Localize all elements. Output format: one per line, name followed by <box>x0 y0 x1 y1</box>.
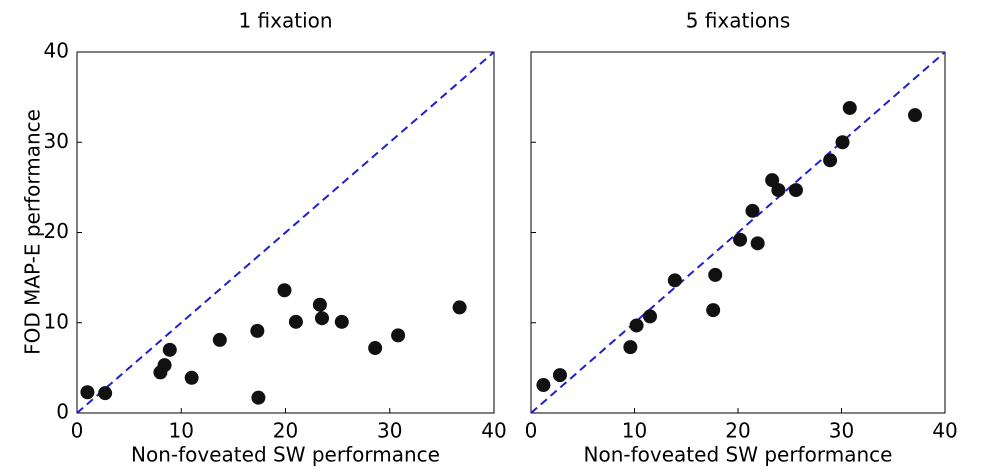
point <box>842 100 857 115</box>
point <box>288 314 303 329</box>
identity-line <box>76 51 495 414</box>
point <box>98 386 113 401</box>
point <box>788 183 803 198</box>
x-tick-label: 10 <box>169 419 194 443</box>
y-tick-label: 10 <box>44 309 69 333</box>
x-tick-label: 10 <box>622 419 647 443</box>
x-axis-label: Non-foveated SW performance <box>584 443 893 467</box>
point <box>153 365 168 380</box>
point <box>162 342 177 357</box>
point <box>334 314 349 329</box>
x-tick-label: 30 <box>829 419 854 443</box>
chart-title: 5 fixations <box>686 9 791 33</box>
y-tick-label: 0 <box>56 400 69 424</box>
x-tick-label: 0 <box>71 419 84 443</box>
x-tick-label: 40 <box>932 419 957 443</box>
point <box>536 378 551 393</box>
point <box>391 328 406 343</box>
point <box>745 203 760 218</box>
point <box>708 267 723 282</box>
y-tick-label: 20 <box>44 219 69 243</box>
point <box>277 283 292 298</box>
point <box>771 183 786 198</box>
y-axis-label: FOD MAP-E performance <box>21 109 45 355</box>
y-tick-label: 40 <box>44 39 69 63</box>
point <box>80 385 95 400</box>
point <box>750 236 765 251</box>
point <box>251 390 266 405</box>
point <box>314 311 329 326</box>
point <box>250 323 265 338</box>
x-tick-label: 20 <box>273 419 298 443</box>
chart-title: 1 fixation <box>238 9 332 33</box>
point <box>184 370 199 385</box>
point <box>452 300 467 315</box>
point <box>629 318 644 333</box>
point <box>835 135 850 150</box>
x-tick-label: 0 <box>525 419 538 443</box>
point <box>667 273 682 288</box>
point <box>312 297 327 312</box>
point <box>643 309 658 324</box>
x-tick-label: 30 <box>377 419 402 443</box>
point <box>733 232 748 247</box>
x-tick-label: 20 <box>725 419 750 443</box>
point <box>368 341 383 356</box>
point <box>212 332 227 347</box>
point <box>706 303 721 318</box>
point <box>552 368 567 383</box>
x-tick-label: 40 <box>481 419 506 443</box>
x-axis-label: Non-foveated SW performance <box>131 443 440 467</box>
identity-line <box>530 51 946 414</box>
point <box>823 153 838 168</box>
point <box>623 340 638 355</box>
point <box>907 108 922 123</box>
y-tick-label: 30 <box>44 129 69 153</box>
